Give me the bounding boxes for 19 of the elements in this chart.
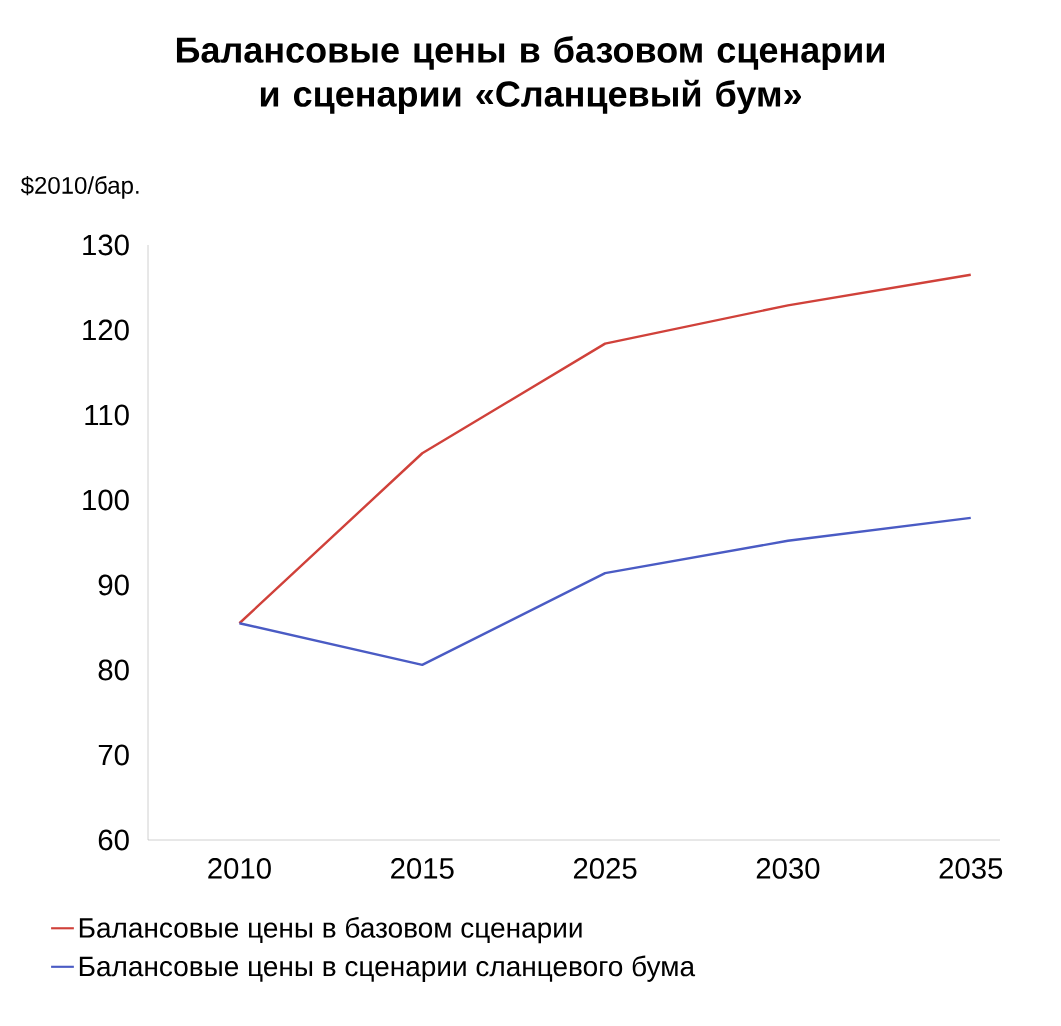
y-axis-title: $2010/бар.	[20, 175, 139, 199]
y-tick-label: 120	[83, 319, 129, 341]
y-tick-label: 90	[98, 574, 129, 596]
y-tick-label: 100	[83, 489, 129, 511]
line-series	[238, 516, 972, 667]
line-series	[238, 273, 972, 625]
x-tick-label: 2015	[391, 858, 454, 879]
y-tick-label: 110	[85, 404, 129, 426]
x-tick-label: 2030	[756, 858, 820, 879]
y-tick-label: 130	[83, 234, 129, 256]
y-tick-label: 80	[98, 659, 129, 681]
x-tick-label: 2035	[939, 858, 1003, 879]
legend-label: Балансовые цены в сценарии сланцевого бума	[79, 955, 696, 982]
y-tick-label: 70	[98, 744, 129, 766]
x-tick-label: 2025	[573, 858, 637, 879]
legend-label: Балансовые цены в базовом сценарии	[79, 917, 582, 944]
y-tick-label: 60	[98, 829, 129, 851]
x-tick-label: 2010	[208, 858, 271, 879]
chart-title: Балансовые цены в базовом сценарии и сценарии «Сланцевый бум»	[176, 36, 884, 114]
